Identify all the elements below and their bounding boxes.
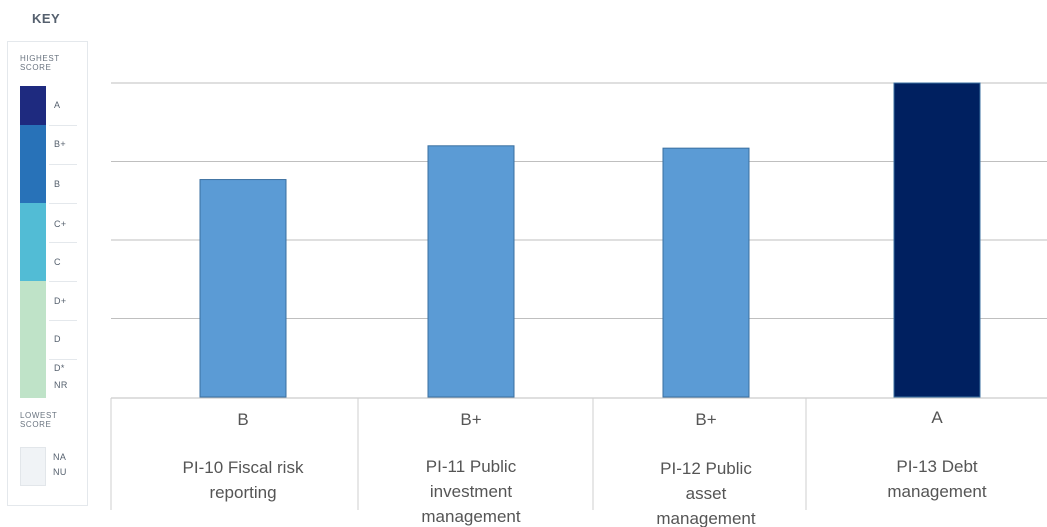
category-label: management (421, 507, 521, 526)
grade-label: A (931, 408, 943, 427)
key-sep (49, 164, 77, 165)
category-label: PI-12 Public (660, 459, 752, 478)
key-grade-d: D (54, 334, 61, 344)
key-grade-c-plus: C+ (54, 219, 67, 229)
grade-label: B+ (460, 410, 481, 429)
category-label: reporting (209, 483, 276, 502)
bar (893, 82, 981, 398)
key-band-d (20, 281, 46, 398)
key-sep (49, 203, 77, 204)
category-label: PI-11 Public (426, 457, 517, 476)
key-na-swatch (20, 447, 46, 486)
key-lowest-caption-line: LOWEST (20, 411, 58, 420)
category-label: PI-10 Fiscal risk (183, 458, 304, 477)
category-label: PI-13 Debt (896, 457, 978, 476)
key-band-c (20, 203, 46, 281)
bar (662, 147, 750, 398)
key-grade-b-plus: B+ (54, 139, 67, 149)
key-grade-b: B (54, 179, 61, 189)
category-label: investment (430, 482, 512, 501)
key-sep (49, 125, 77, 126)
key-band-a (20, 86, 46, 125)
category-label: management (887, 482, 987, 501)
key-lowest-caption-line: SCORE (20, 420, 52, 429)
key-grade-a: A (54, 100, 61, 110)
bars (199, 82, 981, 398)
key-grade-c: C (54, 257, 61, 267)
category-axis: B B+ B+ A PI-10 Fiscal risk reporting PI-11 Pu… (110, 397, 1047, 527)
key-panel: HIGHEST SCORE A B+ B C+ C D+ D D* NR LOW… (7, 41, 88, 506)
grade-label: B (237, 410, 248, 429)
key-title: KEY (32, 11, 61, 26)
key-grade-d-star: D* (54, 363, 65, 373)
key-grade-d-plus: D+ (54, 296, 67, 306)
category-label: asset (686, 484, 727, 503)
key-sep (49, 320, 77, 321)
key-lowest-caption: LOWEST SCORE (20, 411, 57, 429)
key-grade-nu: NU (53, 467, 67, 477)
key-sep (49, 281, 77, 282)
key-highest-caption: HIGHEST SCORE (20, 54, 60, 72)
grade-label: B+ (695, 410, 716, 429)
bar (427, 145, 515, 398)
key-highest-caption-line: SCORE (20, 63, 52, 72)
key-grade-na: NA (53, 452, 67, 462)
key-grade-nr: NR (54, 380, 68, 390)
key-highest-caption-line: HIGHEST (20, 54, 60, 63)
key-band-b (20, 125, 46, 203)
key-sep (49, 359, 77, 360)
key-sep (49, 242, 77, 243)
category-label: management (656, 509, 756, 527)
bar (199, 179, 287, 398)
